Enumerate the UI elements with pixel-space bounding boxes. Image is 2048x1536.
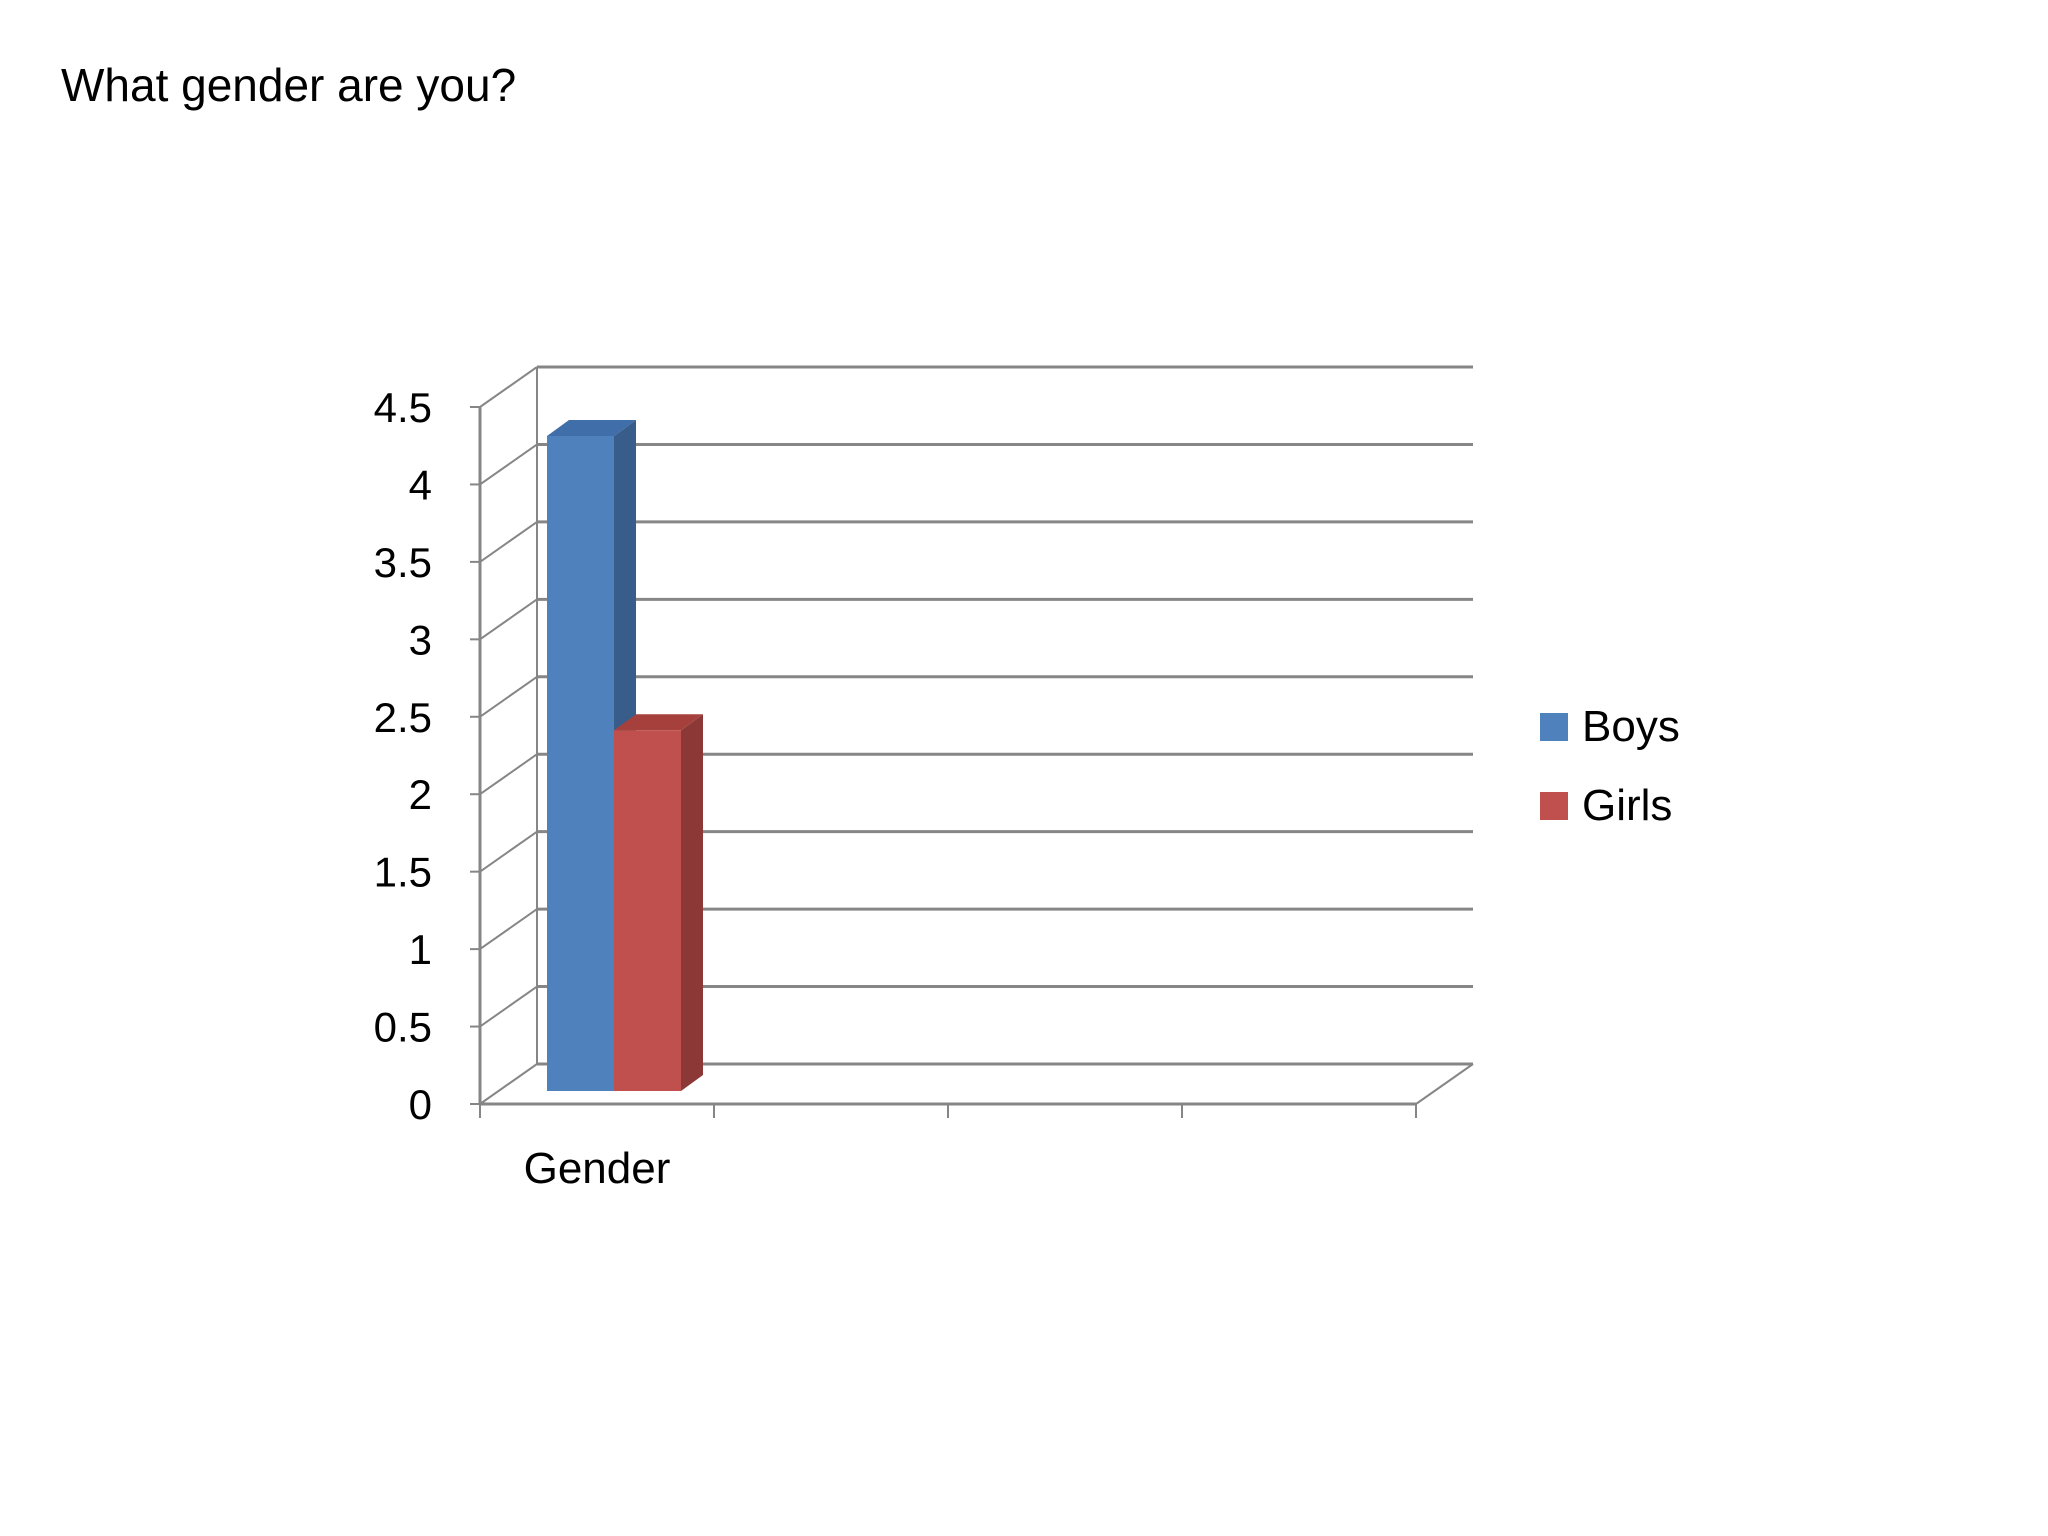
- y-tick-label: 4.5: [374, 384, 432, 431]
- bar-side: [681, 714, 703, 1091]
- side-gridline: [479, 366, 538, 408]
- y-tick-label: 1: [409, 926, 432, 973]
- side-gridline: [479, 1063, 538, 1105]
- side-gridline: [479, 985, 538, 1028]
- legend-label-girls: Girls: [1582, 781, 1672, 830]
- y-tick-label: 2.5: [374, 694, 432, 741]
- labels: 0 0.5 1 1.5 2 2.5 3 3.5 4 4.5 Gender: [374, 384, 671, 1193]
- floor-right-edge: [1415, 1063, 1474, 1105]
- bar-top: [614, 714, 703, 731]
- side-gridline: [479, 830, 538, 873]
- bar-front: [614, 730, 681, 1091]
- y-tick-label: 2: [409, 771, 432, 818]
- slide-title: What gender are you?: [61, 59, 517, 111]
- axes: [470, 367, 1474, 1118]
- y-tick-label: 0: [409, 1081, 432, 1128]
- bar-top: [547, 419, 636, 436]
- bar-front: [547, 435, 614, 1091]
- legend-swatch-boys: [1540, 713, 1568, 741]
- x-category-label: Gender: [524, 1144, 671, 1193]
- bar-girls: [614, 714, 703, 1091]
- y-tick-label: 0.5: [374, 1004, 432, 1051]
- legend-label-boys: Boys: [1582, 702, 1680, 751]
- side-gridline: [479, 753, 538, 796]
- side-gridline: [479, 675, 538, 718]
- bars: [547, 419, 703, 1091]
- y-tick-label: 3.5: [374, 539, 432, 586]
- side-gridline: [479, 908, 538, 950]
- side-gridline: [479, 443, 538, 486]
- side-gridline: [479, 521, 538, 563]
- y-tick-label: 4: [409, 461, 432, 508]
- side-gridline: [479, 598, 538, 641]
- legend: Boys Girls: [1540, 702, 1680, 830]
- y-tick-label: 1.5: [374, 849, 432, 896]
- legend-swatch-girls: [1540, 792, 1568, 820]
- y-tick-label: 3: [409, 616, 432, 663]
